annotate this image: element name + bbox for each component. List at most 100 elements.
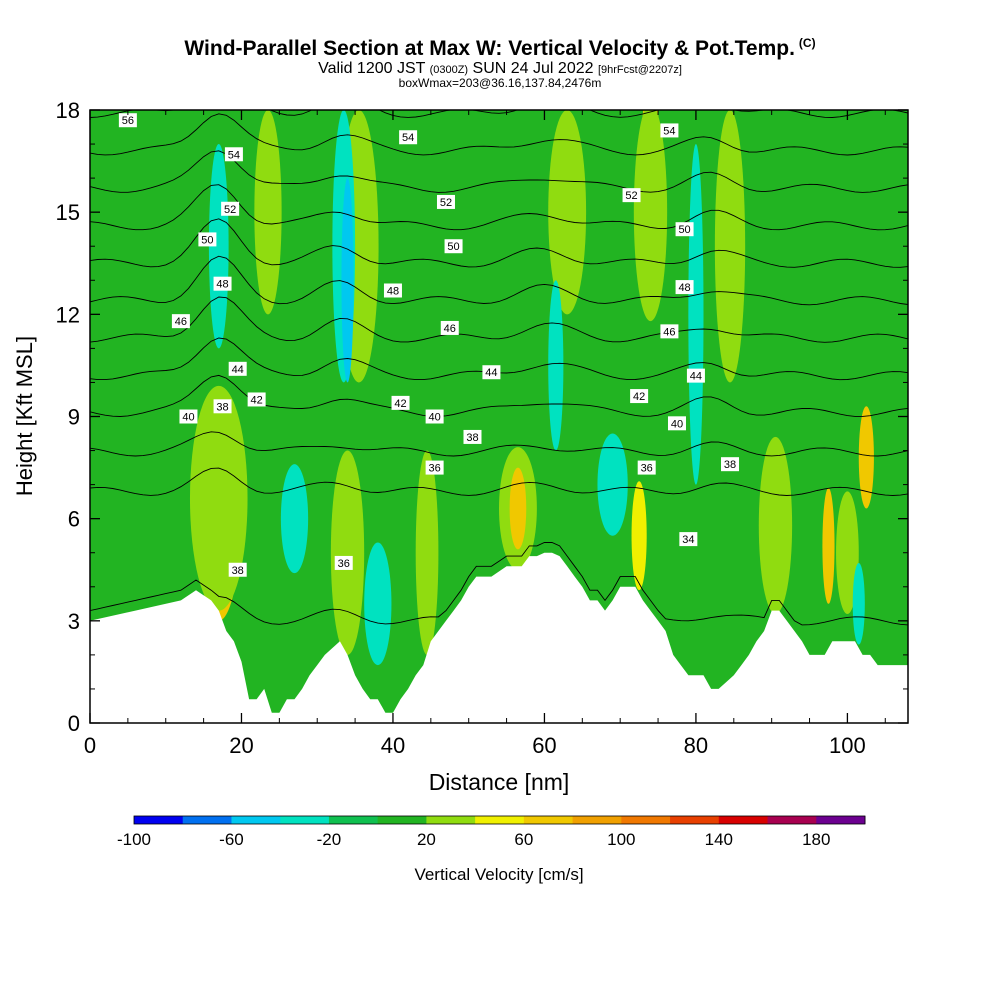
velocity-cell-23 xyxy=(341,178,354,383)
y-tick-label-6: 6 xyxy=(68,507,80,532)
colorbar-swatch-1 xyxy=(182,816,232,824)
theta-label-10: 38 xyxy=(228,562,247,577)
x-tick-label-100: 100 xyxy=(829,733,866,758)
svg-text:46: 46 xyxy=(444,323,456,335)
velocity-cell-28 xyxy=(597,433,628,536)
colorbar-swatch-7 xyxy=(475,816,525,824)
svg-text:34: 34 xyxy=(682,534,694,546)
theta-label-25: 48 xyxy=(675,280,694,295)
theta-label-12: 54 xyxy=(399,130,418,145)
valid-time: Valid 1200 JST xyxy=(318,60,426,77)
svg-text:54: 54 xyxy=(402,132,414,144)
x-tick-label-20: 20 xyxy=(229,733,253,758)
svg-text:48: 48 xyxy=(678,282,690,294)
svg-text:56: 56 xyxy=(122,115,134,127)
colorbar-tick-label-1: -60 xyxy=(219,830,244,849)
theta-label-13: 52 xyxy=(436,194,455,209)
svg-text:44: 44 xyxy=(232,364,244,376)
svg-text:36: 36 xyxy=(641,463,653,475)
colorbar-frame xyxy=(133,815,866,825)
copyright-mark: (C) xyxy=(798,36,816,50)
velocity-cell-26 xyxy=(364,542,392,666)
theta-label-22: 54 xyxy=(660,123,679,138)
velocity-cell-20 xyxy=(714,110,746,383)
y-tick-label-18: 18 xyxy=(56,98,80,123)
velocity-cell-3 xyxy=(189,385,248,611)
velocity-cell-11 xyxy=(633,110,668,322)
theta-label-9: 38 xyxy=(213,399,232,414)
terrain xyxy=(90,552,908,723)
velocity-cell-19 xyxy=(548,110,587,315)
velocity-cell-9 xyxy=(509,467,527,550)
theta-label-16: 46 xyxy=(440,320,459,335)
svg-text:54: 54 xyxy=(663,125,675,137)
svg-text:50: 50 xyxy=(678,224,690,236)
svg-text:54: 54 xyxy=(228,149,240,161)
svg-text:40: 40 xyxy=(182,412,194,424)
valid-date: SUN 24 Jul 2022 xyxy=(472,60,594,77)
velocity-cell-27 xyxy=(548,280,564,451)
svg-text:46: 46 xyxy=(175,316,187,328)
svg-text:50: 50 xyxy=(447,241,459,253)
theta-contour-36 xyxy=(90,467,908,496)
svg-text:50: 50 xyxy=(201,234,213,246)
colorbar-swatch-2 xyxy=(231,816,281,824)
theta-label-3: 50 xyxy=(198,232,217,247)
svg-text:52: 52 xyxy=(625,190,637,202)
velocity-cell-21 xyxy=(836,491,859,615)
velocity-cell-14 xyxy=(822,488,835,604)
svg-text:46: 46 xyxy=(663,326,675,338)
theta-label-18: 42 xyxy=(391,395,410,410)
theta-contour-50 xyxy=(90,184,908,231)
colorbar-tick-label-2: -20 xyxy=(317,830,342,849)
svg-text:48: 48 xyxy=(387,285,399,297)
velocity-cell-16 xyxy=(631,481,647,591)
theta-label-11: 36 xyxy=(334,555,353,570)
theta-label-14: 50 xyxy=(444,239,463,254)
colorbar-tick-label-0: -100 xyxy=(117,830,151,849)
box-info: boxWmax=203@36.16,137.84,2476m xyxy=(398,76,602,90)
theta-contour-38 xyxy=(90,431,908,457)
colorbar-swatch-11 xyxy=(670,816,720,824)
theta-label-26: 46 xyxy=(660,324,679,339)
svg-text:40: 40 xyxy=(671,418,683,430)
svg-text:36: 36 xyxy=(338,558,350,570)
colorbar-swatch-10 xyxy=(621,816,671,824)
theta-label-21: 36 xyxy=(425,460,444,475)
svg-text:36: 36 xyxy=(428,463,440,475)
velocity-cell-30 xyxy=(852,562,865,645)
svg-text:38: 38 xyxy=(724,459,736,471)
theta-label-15: 48 xyxy=(383,283,402,298)
theta-label-30: 38 xyxy=(721,457,740,472)
velocity-cell-29 xyxy=(688,144,704,485)
colorbar-swatch-8 xyxy=(523,816,574,824)
x-tick-label-0: 0 xyxy=(84,733,96,758)
theta-label-1: 54 xyxy=(224,147,243,162)
colorbar-label: Vertical Velocity [cm/s] xyxy=(414,865,583,884)
theta-label-8: 40 xyxy=(179,409,198,424)
x-axis-label: Distance [nm] xyxy=(429,769,570,795)
theta-contour-40 xyxy=(90,374,908,417)
svg-text:38: 38 xyxy=(232,565,244,577)
theta-label-32: 34 xyxy=(679,532,698,547)
svg-text:44: 44 xyxy=(690,371,702,383)
theta-contour-56 xyxy=(90,110,908,118)
forecast-info: [9hrFcst@2207z] xyxy=(597,64,682,76)
theta-label-24: 50 xyxy=(675,222,694,237)
theta-label-27: 44 xyxy=(686,368,705,383)
theta-label-6: 44 xyxy=(228,361,247,376)
colorbar-swatch-5 xyxy=(377,816,427,824)
valid-utc: (0300Z) xyxy=(429,64,469,76)
y-tick-label-3: 3 xyxy=(68,609,80,634)
velocity-cell-13 xyxy=(758,436,793,615)
svg-text:44: 44 xyxy=(485,367,497,379)
theta-label-4: 48 xyxy=(213,276,232,291)
colorbar-swatch-0 xyxy=(134,816,184,824)
theta-label-0: 56 xyxy=(118,113,137,128)
colorbar-tick-label-7: 180 xyxy=(802,830,830,849)
theta-label-17: 44 xyxy=(482,365,501,380)
y-tick-label-12: 12 xyxy=(56,302,80,327)
colorbar-swatch-14 xyxy=(816,816,866,824)
